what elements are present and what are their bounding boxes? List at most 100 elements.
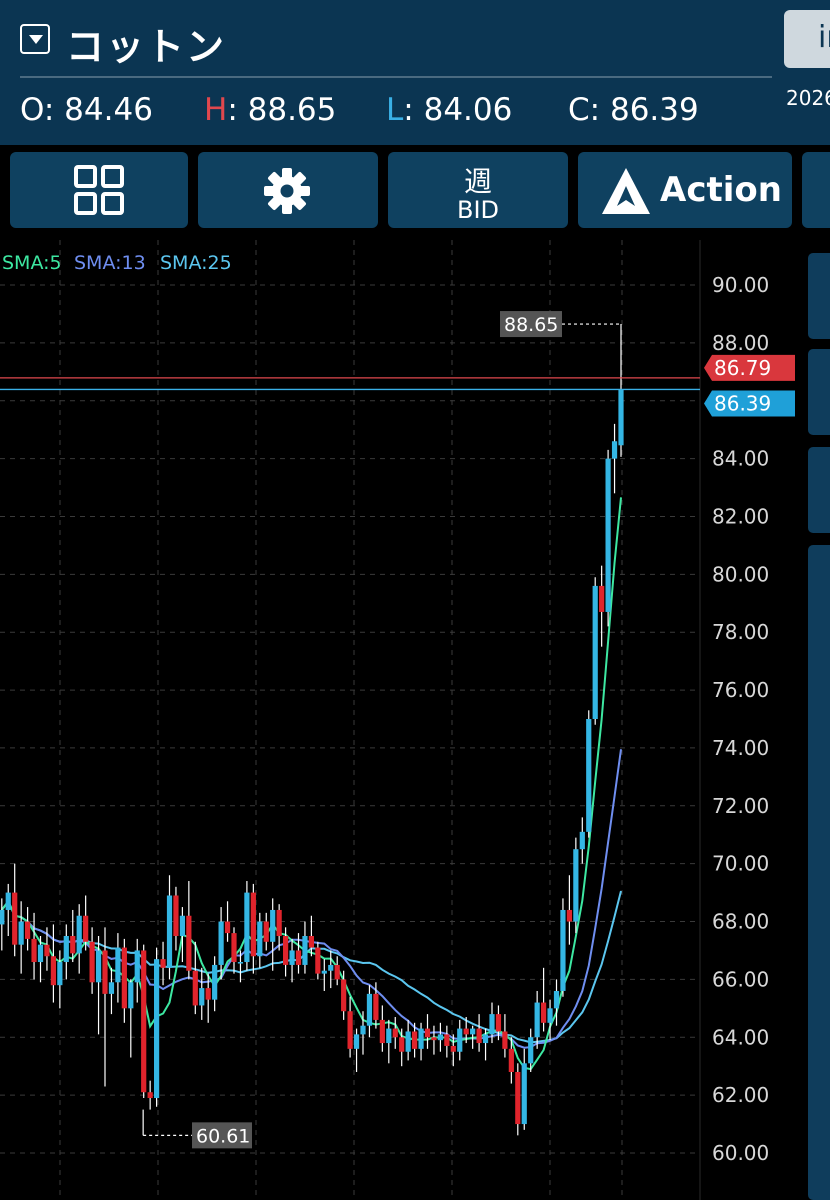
candle-body <box>237 962 244 964</box>
candle-body <box>302 936 308 965</box>
candle-body <box>5 892 11 910</box>
instrument-title[interactable]: コットン <box>66 25 227 69</box>
candle-body <box>263 921 269 942</box>
side-panel <box>806 245 830 1200</box>
candle-body <box>321 970 327 974</box>
y-tick-label: 68.00 <box>712 910 769 934</box>
candle-body <box>192 970 198 1006</box>
candle-body <box>334 964 340 980</box>
candle-body <box>31 938 37 963</box>
candle-body <box>553 990 560 1009</box>
high-readout: H: 88.65 <box>204 92 337 128</box>
candle-body <box>76 915 82 954</box>
candle-body <box>579 831 585 850</box>
candle-body <box>450 1045 456 1052</box>
candle-body <box>25 921 31 939</box>
more-toolbar-button[interactable] <box>802 152 830 228</box>
grid-icon <box>74 165 124 215</box>
candle-body <box>599 585 605 612</box>
price-markers: 86.79 86.39 88.65 60.61 <box>0 311 795 1149</box>
candle-body <box>611 441 618 459</box>
gear-icon <box>264 168 310 214</box>
candle-body <box>541 1002 547 1023</box>
candle-body <box>315 947 321 974</box>
price-chart[interactable]: 90.0088.0086.0084.0082.0080.0078.0076.00… <box>0 240 806 1200</box>
action-button[interactable]: Action <box>578 152 792 228</box>
y-tick-label: 76.00 <box>712 678 769 702</box>
candle-body <box>424 1028 431 1038</box>
candle-body <box>295 950 302 965</box>
candle-body <box>508 1048 514 1072</box>
layout-button[interactable] <box>10 152 188 228</box>
period-button[interactable]: 週 BID <box>388 152 568 228</box>
high-marker-label: 88.65 <box>504 314 558 336</box>
candle-body <box>431 1037 437 1041</box>
candle-body <box>392 1028 398 1038</box>
candle-body <box>154 959 160 1099</box>
candle-body <box>566 909 572 922</box>
y-tick-label: 78.00 <box>712 620 769 644</box>
candle-body <box>605 458 611 612</box>
action-label: Action <box>660 170 782 210</box>
instrument-header: コットン in 2026 O: 84.46 H: 88.65 L: 84.06 … <box>0 0 830 145</box>
low-readout: L: 84.06 <box>386 92 513 128</box>
candle-body <box>141 950 147 1093</box>
candle-body <box>573 849 579 922</box>
candle-body <box>515 1071 521 1125</box>
candle-body <box>224 921 231 934</box>
candle-body <box>250 892 256 957</box>
candle-body <box>12 892 18 945</box>
sma-lines <box>0 497 622 1071</box>
candle-body <box>502 1031 508 1049</box>
side-tab-1[interactable] <box>808 253 830 339</box>
info-button[interactable]: in <box>784 10 830 68</box>
candle-body <box>341 979 347 1012</box>
candle-body <box>528 1037 534 1064</box>
open-value: 84.46 <box>64 92 153 128</box>
candle-body <box>412 1031 418 1049</box>
candle-body <box>44 944 50 957</box>
candle-body <box>353 1034 360 1049</box>
side-tab-2[interactable] <box>808 349 830 435</box>
open-readout: O: 84.46 <box>20 92 153 128</box>
sma5-legend: SMA:5 <box>2 252 62 274</box>
candle-body <box>231 933 237 963</box>
close-value: 86.39 <box>609 92 699 128</box>
candle-body <box>18 921 24 945</box>
candle-body <box>289 950 295 965</box>
y-tick-label: 80.00 <box>712 562 769 586</box>
candle-body <box>534 1002 540 1038</box>
low-marker-label: 60.61 <box>196 1125 250 1147</box>
candle-body <box>50 956 56 986</box>
instrument-dropdown-icon[interactable] <box>20 24 50 54</box>
y-tick-label: 88.00 <box>712 331 769 355</box>
candle-body <box>37 944 44 963</box>
y-tick-label: 90.00 <box>712 273 769 297</box>
sma-line-13 <box>0 749 622 1049</box>
side-tab-4[interactable] <box>808 545 830 1200</box>
candle-body <box>115 947 121 983</box>
candle-body <box>70 936 76 954</box>
chart-toolbar: 週 BID Action <box>0 145 830 240</box>
ask-price-tag-bg <box>704 354 795 381</box>
candle-body <box>179 915 185 936</box>
candle-body <box>173 895 179 936</box>
candle-body <box>444 1034 450 1046</box>
candle-body <box>521 1063 527 1125</box>
side-tab-3[interactable] <box>808 447 830 533</box>
settings-button[interactable] <box>198 152 378 228</box>
ask-price-tag: 86.79 <box>714 356 771 380</box>
candle-body <box>489 1014 495 1035</box>
candle-body <box>121 947 127 1009</box>
low-value: 84.06 <box>423 92 513 128</box>
close-readout: C: 86.39 <box>568 92 699 128</box>
candle-body <box>83 915 89 942</box>
candle-body <box>186 915 192 971</box>
candle-body <box>482 1034 489 1044</box>
candle-body <box>276 909 282 936</box>
candle-body <box>205 988 211 1000</box>
date-label: 2026 <box>786 86 830 110</box>
action-logo-icon <box>602 168 650 214</box>
candle-body <box>160 959 166 968</box>
candle-body <box>463 1028 469 1035</box>
